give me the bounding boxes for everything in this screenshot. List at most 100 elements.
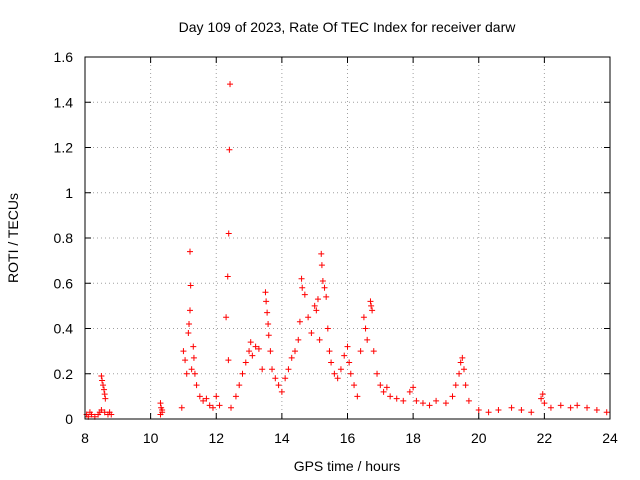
data-point <box>567 404 574 411</box>
data-point <box>299 284 306 291</box>
data-point <box>308 330 315 337</box>
data-point <box>180 348 187 355</box>
data-point <box>203 395 210 402</box>
data-point <box>272 375 279 382</box>
data-point <box>475 406 482 413</box>
data-point <box>344 343 351 350</box>
x-tick-label: 14 <box>274 430 290 446</box>
y-tick-label: 0 <box>65 411 73 427</box>
data-point <box>101 386 108 393</box>
data-point <box>265 320 272 327</box>
data-point <box>191 370 198 377</box>
data-point <box>321 284 328 291</box>
data-point <box>433 397 440 404</box>
x-tick-label: 12 <box>208 430 224 446</box>
data-point <box>380 388 387 395</box>
data-point <box>285 366 292 373</box>
data-point <box>236 382 243 389</box>
data-point <box>337 366 344 373</box>
plot-frame <box>84 56 611 420</box>
data-point <box>178 404 185 411</box>
data-point <box>213 393 220 400</box>
data-point <box>462 382 469 389</box>
x-tick-label: 8 <box>81 430 89 446</box>
data-point <box>100 382 107 389</box>
data-point <box>393 395 400 402</box>
x-tick-label: 10 <box>143 430 159 446</box>
data-point <box>264 309 271 316</box>
data-point <box>452 382 459 389</box>
data-point <box>528 409 535 416</box>
y-tick-label: 0.4 <box>54 321 74 337</box>
data-point <box>442 400 449 407</box>
y-axis-title: ROTI / TECUs <box>5 193 21 283</box>
data-point <box>538 395 545 402</box>
data-point <box>465 397 472 404</box>
data-point <box>209 404 216 411</box>
data-point <box>485 409 492 416</box>
data-point <box>574 402 581 409</box>
data-point <box>313 307 320 314</box>
data-point <box>259 366 266 373</box>
data-point <box>98 406 105 413</box>
data-point <box>314 296 321 303</box>
data-point <box>196 393 203 400</box>
chart-title: Day 109 of 2023, Rate Of TEC Index for r… <box>179 19 517 35</box>
data-point <box>224 273 231 280</box>
data-point <box>185 330 192 337</box>
data-point <box>584 404 591 411</box>
data-point <box>288 354 295 361</box>
data-point <box>190 343 197 350</box>
y-tick-label: 1.2 <box>54 140 74 156</box>
data-point <box>370 348 377 355</box>
data-point <box>263 298 270 305</box>
data-point <box>227 81 234 88</box>
data-point <box>101 391 108 398</box>
data-point <box>301 291 308 298</box>
data-point <box>593 406 600 413</box>
data-point <box>334 375 341 382</box>
data-point <box>108 411 115 418</box>
data-point <box>188 366 195 373</box>
y-tick-label: 0.2 <box>54 366 74 382</box>
data-point <box>495 406 502 413</box>
data-point <box>419 400 426 407</box>
data-point <box>368 302 375 309</box>
data-point <box>326 348 333 355</box>
data-point <box>232 393 239 400</box>
x-tick-label: 16 <box>340 430 356 446</box>
data-point <box>98 373 105 380</box>
data-point <box>249 352 256 359</box>
data-point <box>292 348 298 355</box>
data-point <box>369 307 376 314</box>
data-point <box>460 366 467 373</box>
data-point <box>387 393 394 400</box>
data-point <box>183 370 190 377</box>
data-point <box>547 404 554 411</box>
data-point <box>190 354 197 361</box>
data-point <box>413 397 420 404</box>
data-point <box>457 359 464 366</box>
data-point <box>351 382 358 389</box>
data-point <box>216 402 223 409</box>
data-point <box>508 404 515 411</box>
y-tick-label: 0.6 <box>54 275 74 291</box>
x-tick-label: 24 <box>602 430 618 446</box>
x-axis-title: GPS time / hours <box>294 458 401 474</box>
data-point <box>406 388 413 395</box>
data-point <box>360 314 367 321</box>
data-point <box>187 282 194 289</box>
y-tick-label: 0.8 <box>54 230 74 246</box>
data-point <box>187 248 193 255</box>
data-point <box>298 275 305 282</box>
data-point <box>305 314 312 321</box>
data-point <box>200 397 207 404</box>
data-point <box>346 359 353 366</box>
data-point <box>557 402 564 409</box>
data-point <box>374 370 381 377</box>
y-tick-label: 1 <box>65 185 73 201</box>
data-points <box>83 81 610 420</box>
data-point <box>265 332 272 339</box>
